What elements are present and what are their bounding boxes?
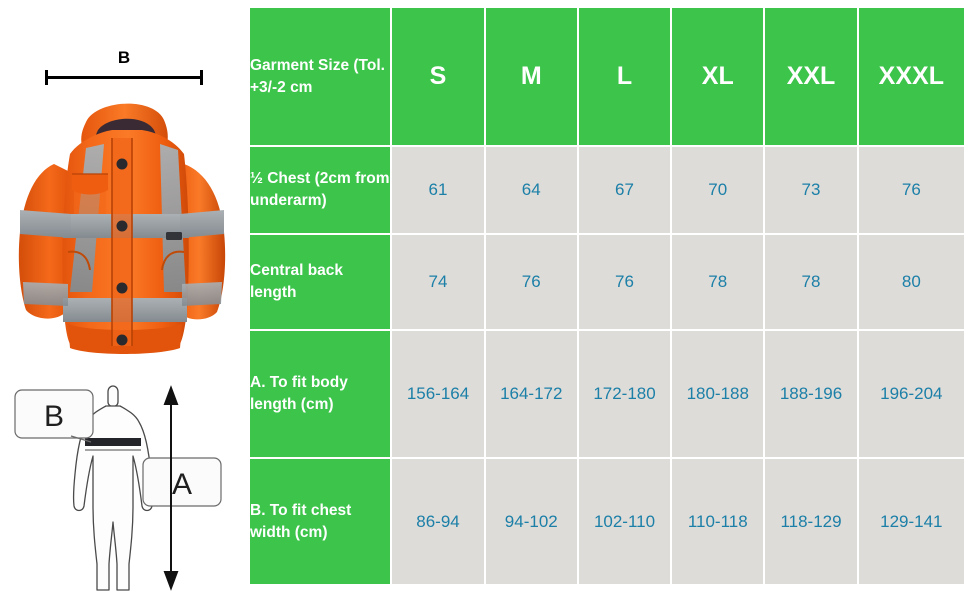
cell-chest-width-s: 86-94 bbox=[392, 459, 484, 584]
cell-chest-width-l: 102-110 bbox=[578, 459, 671, 584]
header-cell-size-s: S bbox=[392, 8, 484, 145]
cell-body-length-m: 164-172 bbox=[485, 331, 577, 457]
jacket-dimension-label: B bbox=[117, 48, 131, 67]
row-label-body-length: A. To fit body length (cm) bbox=[250, 331, 391, 457]
table-header-row: Garment Size (Tol. +3/-2 cm S M L XL XXL… bbox=[250, 8, 964, 145]
header-cell-row-label: Garment Size (Tol. +3/-2 cm bbox=[250, 8, 391, 145]
cell-back-length-xxl: 78 bbox=[765, 235, 857, 329]
cell-back-length-l: 76 bbox=[578, 235, 671, 329]
jacket-width-dimension: B bbox=[40, 48, 208, 88]
header-cell-size-xxxl: XXXL bbox=[858, 8, 964, 145]
header-cell-size-l: L bbox=[578, 8, 671, 145]
cell-chest-width-m: 94-102 bbox=[485, 459, 577, 584]
cell-body-length-xl: 180-188 bbox=[672, 331, 764, 457]
header-cell-size-m: M bbox=[485, 8, 577, 145]
garment-size-table: Garment Size (Tol. +3/-2 cm S M L XL XXL… bbox=[248, 6, 966, 586]
mannequin-measurement-diagram: B A bbox=[5, 378, 237, 596]
cell-back-length-xxxl: 80 bbox=[858, 235, 964, 329]
cell-half-chest-l: 67 bbox=[578, 147, 671, 233]
illustration-panel: B bbox=[0, 0, 245, 602]
cell-half-chest-xl: 70 bbox=[672, 147, 764, 233]
jacket-product-image bbox=[8, 92, 238, 364]
cell-half-chest-m: 64 bbox=[485, 147, 577, 233]
table-row: Central back length 74 76 76 78 78 80 bbox=[250, 235, 964, 329]
cell-body-length-l: 172-180 bbox=[578, 331, 671, 457]
cell-chest-width-xxxl: 129-141 bbox=[858, 459, 964, 584]
cell-body-length-xxl: 188-196 bbox=[765, 331, 857, 457]
header-cell-size-xxl: XXL bbox=[765, 8, 857, 145]
row-label-central-back-length: Central back length bbox=[250, 235, 391, 329]
svg-text:B: B bbox=[44, 400, 64, 433]
dimension-cap-right bbox=[200, 70, 203, 85]
cell-chest-width-xxl: 118-129 bbox=[765, 459, 857, 584]
cell-half-chest-xxl: 73 bbox=[765, 147, 857, 233]
cell-back-length-s: 74 bbox=[392, 235, 484, 329]
row-label-half-chest: ½ Chest (2cm from underarm) bbox=[250, 147, 391, 233]
cell-body-length-xxxl: 196-204 bbox=[858, 331, 964, 457]
dimension-cap-left bbox=[45, 70, 48, 85]
cell-chest-width-xl: 110-118 bbox=[672, 459, 764, 584]
cell-back-length-xl: 78 bbox=[672, 235, 764, 329]
cell-half-chest-xxxl: 76 bbox=[858, 147, 964, 233]
cell-body-length-s: 156-164 bbox=[392, 331, 484, 457]
cell-back-length-m: 76 bbox=[485, 235, 577, 329]
header-cell-size-xl: XL bbox=[672, 8, 764, 145]
svg-text:A: A bbox=[172, 468, 192, 501]
cell-half-chest-s: 61 bbox=[392, 147, 484, 233]
table-row: A. To fit body length (cm) 156-164 164-1… bbox=[250, 331, 964, 457]
table-row: ½ Chest (2cm from underarm) 61 64 67 70 … bbox=[250, 147, 964, 233]
row-label-chest-width: B. To fit chest width (cm) bbox=[250, 459, 391, 584]
dimension-line bbox=[45, 76, 203, 79]
table-row: B. To fit chest width (cm) 86-94 94-102 … bbox=[250, 459, 964, 584]
